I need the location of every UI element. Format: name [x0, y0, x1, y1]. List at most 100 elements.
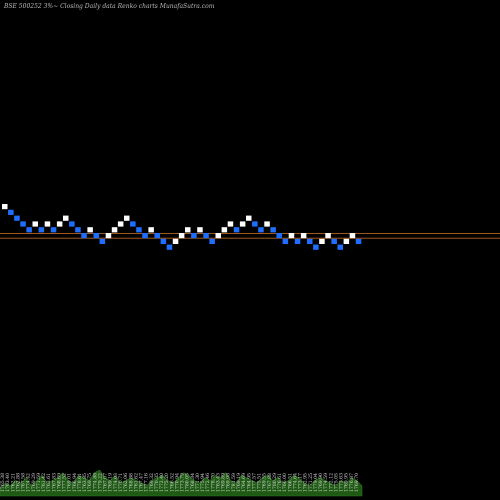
- x-tick-label: 1777.57: [251, 473, 257, 492]
- x-tick-label: 1766.94: [72, 473, 78, 492]
- x-tick-label: 1775.51: [257, 473, 263, 492]
- renko-brick-down: [355, 238, 362, 244]
- x-tick-label: 1781.59: [231, 473, 237, 492]
- x-axis-labels: 1765.38 1763.40 1762.21 1762.88 1767.58 1774.…: [0, 473, 360, 492]
- renko-brick-up: [246, 215, 252, 221]
- x-tick-label: 1768.34: [190, 473, 196, 492]
- renko-brick-up: [117, 221, 124, 227]
- renko-brick-down: [203, 233, 209, 239]
- renko-brick-down: [233, 227, 240, 233]
- x-tick-label: 1764.69: [241, 473, 247, 492]
- renko-brick-down: [331, 238, 337, 244]
- x-tick-label: 1769.55: [262, 473, 268, 492]
- renko-brick-down: [142, 233, 148, 239]
- x-tick-label: 1769.95: [344, 473, 350, 492]
- x-tick-label: 1767.07: [103, 473, 109, 492]
- renko-brick-down: [8, 209, 14, 215]
- renko-brick-down: [136, 227, 142, 233]
- renko-brick-up: [300, 233, 307, 239]
- renko-brick-down: [191, 233, 197, 239]
- x-tick-label: 1767.47: [139, 473, 145, 492]
- renko-brick-up: [239, 221, 246, 227]
- renko-brick-down: [38, 227, 45, 233]
- x-tick-label: 1763.85: [82, 473, 88, 492]
- renko-brick-down: [337, 244, 343, 250]
- x-tick-label: 1770.71: [118, 473, 124, 492]
- renko-brick-up: [215, 233, 221, 239]
- renko-brick-down: [99, 238, 106, 244]
- x-tick-label: 1775.05: [334, 473, 340, 492]
- x-tick-label: 1769.29: [31, 473, 37, 492]
- x-tick-label: 1770.94: [174, 473, 180, 492]
- renko-brick-down: [276, 233, 282, 239]
- renko-brick-down: [81, 233, 87, 239]
- x-tick-label: 1776.61: [277, 473, 283, 492]
- renko-brick-up: [178, 233, 185, 239]
- renko-brick-down: [75, 227, 81, 233]
- renko-brick-up: [2, 204, 8, 210]
- x-tick-label: 1761.42: [41, 473, 47, 492]
- x-tick-label: 1775.94: [200, 473, 206, 492]
- x-tick-label: 1777.16: [144, 473, 150, 492]
- renko-brick-down: [93, 233, 99, 239]
- x-tick-label: 1762.21: [10, 473, 16, 492]
- x-tick-label: 1762.95: [303, 473, 309, 492]
- renko-brick-up: [349, 233, 356, 239]
- x-tick-label: 1763.43: [216, 473, 222, 492]
- x-tick-label: 1771.25: [308, 473, 314, 492]
- renko-brick-up: [111, 227, 118, 233]
- renko-brick-up: [325, 233, 331, 239]
- x-tick-label: 1762.06: [123, 473, 129, 492]
- x-tick-label: 1779.22: [98, 473, 104, 492]
- x-tick-label: 1769.70: [354, 473, 360, 492]
- x-tick-label: 1763.61: [46, 473, 52, 492]
- x-tick-label: 1772.12: [328, 473, 334, 492]
- renko-brick-up: [148, 227, 154, 233]
- renko-brick-down: [26, 227, 32, 233]
- renko-brick-down: [20, 221, 26, 227]
- renko-brick-down: [270, 227, 276, 233]
- x-tick-label: 1762.88: [15, 473, 21, 492]
- renko-brick-down: [50, 227, 57, 233]
- x-tick-label: 1774.03: [113, 473, 119, 492]
- chart-title: BSE 500252 3%~ Closing Daily data Renko …: [3, 3, 215, 10]
- x-tick-label: 1777.52: [62, 473, 68, 492]
- x-tick-label: 1767.83: [51, 473, 57, 492]
- renko-brick-down: [282, 238, 289, 244]
- x-tick-label: 1778.61: [77, 473, 83, 492]
- x-tick-label: 1769.19: [236, 473, 242, 492]
- x-tick-label: 1774.42: [26, 473, 32, 492]
- x-tick-label: 1761.62: [133, 473, 139, 492]
- x-tick-label: 1766.52: [169, 473, 175, 492]
- renko-brick-down: [209, 238, 215, 244]
- x-tick-label: 1768.88: [128, 473, 134, 492]
- renko-brick-down: [307, 238, 313, 244]
- renko-brick-up: [44, 221, 51, 227]
- renko-brick-up: [63, 215, 69, 221]
- renko-brick-down: [252, 221, 258, 227]
- x-tick-label: 1769.75: [87, 473, 93, 492]
- volume-series: [0, 469, 363, 497]
- x-tick-label: 1769.01: [67, 473, 73, 492]
- renko-brick-up: [221, 227, 228, 233]
- x-tick-label: 1775.20: [164, 473, 170, 492]
- renko-brick-up: [343, 238, 350, 244]
- renko-brick-up: [32, 221, 38, 227]
- renko-brick-down: [166, 244, 173, 250]
- renko-brick-down: [258, 227, 264, 233]
- x-tick-label: 1769.89: [221, 473, 227, 492]
- renko-brick-down: [294, 238, 301, 244]
- renko-brick-up: [172, 238, 179, 244]
- x-tick-label: 1769.98: [226, 473, 232, 492]
- x-tick-label: 1774.64: [292, 473, 298, 492]
- x-tick-label: 1768.69: [56, 473, 62, 492]
- renko-brick-up: [56, 221, 63, 227]
- renko-brick-up: [319, 238, 325, 244]
- volume-area: [0, 469, 363, 497]
- x-tick-label: 1773.17: [298, 473, 304, 492]
- renko-brick-up: [124, 215, 130, 221]
- x-tick-label: 1766.00: [282, 473, 288, 492]
- x-tick-label: 1771.30: [195, 473, 201, 492]
